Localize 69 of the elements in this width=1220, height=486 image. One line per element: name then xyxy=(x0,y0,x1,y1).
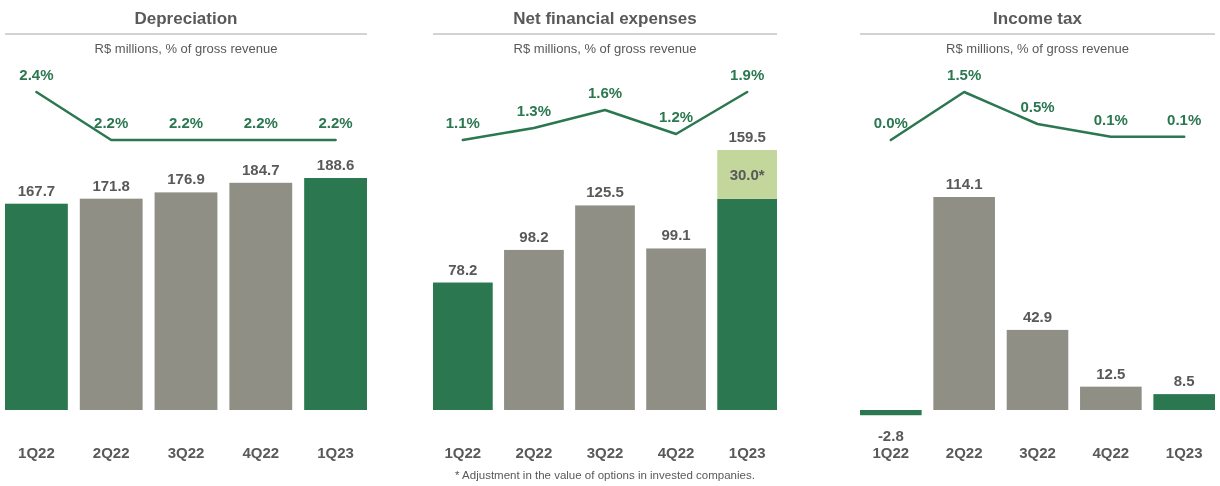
data-label: 171.8 xyxy=(92,176,130,194)
data-label: 2.2% xyxy=(243,114,278,131)
bar xyxy=(1153,394,1215,410)
x-tick-label: 1Q23 xyxy=(728,444,766,461)
data-label: 42.9 xyxy=(1022,307,1053,325)
data-label: 0.0% xyxy=(873,114,908,131)
bar xyxy=(1006,329,1069,410)
chart-title: Income tax xyxy=(993,9,1083,28)
x-tick-label: 3Q22 xyxy=(167,444,205,461)
bar xyxy=(717,150,777,199)
x-tick-label: 4Q22 xyxy=(242,444,280,461)
data-label: 0.1% xyxy=(1093,110,1128,128)
bar xyxy=(154,192,218,410)
data-label: 176.9 xyxy=(167,170,205,188)
data-label: 30.0* xyxy=(729,166,765,184)
chart-subtitle: R$ millions, % of gross revenue xyxy=(94,41,278,56)
data-label: 1.3% xyxy=(516,102,552,119)
data-label: 12.5 xyxy=(1096,364,1126,382)
data-label: 1.1% xyxy=(445,114,480,131)
chart-subtitle: R$ millions, % of gross revenue xyxy=(946,41,1129,56)
data-label: 167.7 xyxy=(17,181,56,199)
x-tick-label: 1Q22 xyxy=(444,444,482,461)
bar xyxy=(5,203,68,410)
bar xyxy=(304,178,367,410)
data-label: 1.6% xyxy=(587,84,623,101)
bar xyxy=(646,248,706,410)
data-label: 78.2 xyxy=(448,260,478,278)
x-tick-label: 1Q22 xyxy=(872,444,910,461)
bar xyxy=(1080,386,1142,410)
chart-title: Net financial expenses xyxy=(513,9,697,28)
data-label: 188.6 xyxy=(316,156,355,173)
data-label: 1.5% xyxy=(947,66,982,83)
x-tick-label: 3Q22 xyxy=(1019,444,1056,461)
data-label: 0.5% xyxy=(1020,98,1055,115)
text: * Adjustment in the value of options in invested companies. xyxy=(455,469,755,481)
data-label: 1.2% xyxy=(658,108,694,125)
chart-title: Depreciation xyxy=(134,9,238,28)
data-label: 2.2% xyxy=(168,114,204,131)
data-label: -2.8 xyxy=(877,427,904,445)
x-tick-label: 1Q23 xyxy=(1165,444,1203,461)
x-tick-label: 4Q22 xyxy=(657,444,695,461)
data-label: 2.2% xyxy=(318,114,353,131)
x-tick-label: 4Q22 xyxy=(1092,444,1130,461)
data-label: 125.5 xyxy=(586,183,624,201)
bar xyxy=(504,249,564,410)
data-label: 0.1% xyxy=(1167,110,1202,128)
chart-subtitle: R$ millions, % of gross revenue xyxy=(513,41,697,56)
total-label: 159.5 xyxy=(728,128,766,145)
x-tick-label: 2Q22 xyxy=(945,444,983,461)
x-tick-label: 2Q22 xyxy=(92,444,130,461)
data-label: 8.5 xyxy=(1173,372,1195,390)
data-label: 2.2% xyxy=(94,114,129,131)
bar xyxy=(229,182,293,410)
bar xyxy=(717,198,777,410)
data-label: 2.4% xyxy=(19,66,54,83)
data-label: 114.1 xyxy=(945,175,983,192)
bar xyxy=(933,197,995,410)
data-label: 99.1 xyxy=(661,226,691,244)
data-label: 184.7 xyxy=(242,160,280,178)
data-label: 1.9% xyxy=(730,66,765,83)
bar xyxy=(575,205,635,410)
bar xyxy=(433,282,493,410)
x-tick-label: 1Q22 xyxy=(18,444,55,461)
x-tick-label: 2Q22 xyxy=(515,444,553,461)
x-tick-label: 3Q22 xyxy=(586,444,624,461)
bar xyxy=(860,410,922,416)
bar xyxy=(79,198,143,410)
x-tick-label: 1Q23 xyxy=(317,444,354,461)
data-label: 98.2 xyxy=(519,227,549,245)
